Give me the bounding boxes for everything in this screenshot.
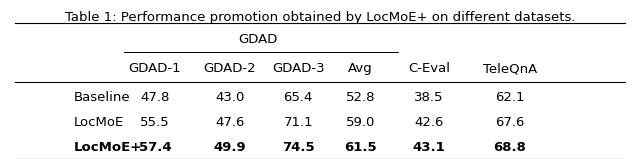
Text: 49.9: 49.9 [213, 141, 246, 154]
Text: Avg: Avg [348, 63, 373, 76]
Text: 47.6: 47.6 [215, 116, 244, 129]
Text: C-Eval: C-Eval [408, 63, 450, 76]
Text: 61.5: 61.5 [344, 141, 377, 154]
Text: GDAD-2: GDAD-2 [204, 63, 256, 76]
Text: 47.8: 47.8 [140, 91, 170, 104]
Text: 55.5: 55.5 [140, 116, 170, 129]
Text: 65.4: 65.4 [284, 91, 313, 104]
Text: 68.8: 68.8 [493, 141, 526, 154]
Text: Table 1: Performance promotion obtained by LocMoE+ on different datasets.: Table 1: Performance promotion obtained … [65, 11, 575, 24]
Text: 74.5: 74.5 [282, 141, 314, 154]
Text: 38.5: 38.5 [414, 91, 444, 104]
Text: 43.0: 43.0 [215, 91, 244, 104]
Text: 42.6: 42.6 [414, 116, 444, 129]
Text: 59.0: 59.0 [346, 116, 375, 129]
Text: 43.1: 43.1 [413, 141, 445, 154]
Text: TeleQnA: TeleQnA [483, 63, 537, 76]
Text: 57.4: 57.4 [139, 141, 172, 154]
Text: 62.1: 62.1 [495, 91, 525, 104]
Text: LocMoE+: LocMoE+ [74, 141, 142, 154]
Text: GDAD-3: GDAD-3 [272, 63, 324, 76]
Text: 71.1: 71.1 [284, 116, 313, 129]
Text: Baseline: Baseline [74, 91, 131, 104]
Text: 67.6: 67.6 [495, 116, 525, 129]
Text: 52.8: 52.8 [346, 91, 375, 104]
Text: GDAD: GDAD [238, 33, 277, 46]
Text: LocMoE: LocMoE [74, 116, 124, 129]
Text: GDAD-1: GDAD-1 [129, 63, 181, 76]
